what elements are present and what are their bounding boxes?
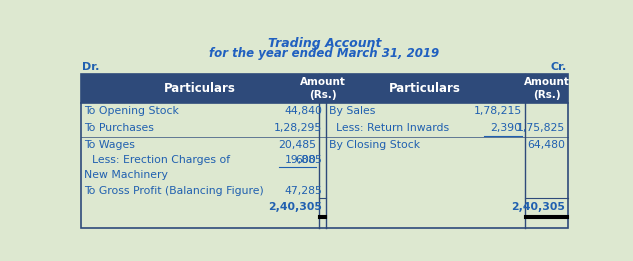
Text: By Closing Stock: By Closing Stock xyxy=(329,140,420,150)
Text: To Purchases: To Purchases xyxy=(84,123,154,133)
Text: 1,75,825: 1,75,825 xyxy=(517,123,565,133)
Bar xyxy=(80,74,568,228)
Text: Amount
(Rs.): Amount (Rs.) xyxy=(523,77,570,99)
Text: Less: Erection Charges of: Less: Erection Charges of xyxy=(92,155,230,165)
Text: Amount
(Rs.): Amount (Rs.) xyxy=(299,77,346,99)
Text: 47,285: 47,285 xyxy=(285,186,322,196)
Text: By Sales: By Sales xyxy=(329,106,375,116)
Text: 19,885: 19,885 xyxy=(285,155,322,165)
Text: 2,40,305: 2,40,305 xyxy=(268,202,322,212)
Text: To Gross Profit (Balancing Figure): To Gross Profit (Balancing Figure) xyxy=(84,186,263,196)
Text: Particulars: Particulars xyxy=(389,82,461,95)
Text: 1,78,215: 1,78,215 xyxy=(473,106,522,116)
Text: Less: Return Inwards: Less: Return Inwards xyxy=(336,123,449,133)
Text: 2,390: 2,390 xyxy=(491,123,522,133)
Bar xyxy=(80,74,568,103)
Text: Cr.: Cr. xyxy=(550,62,567,72)
Text: 64,480: 64,480 xyxy=(527,140,565,150)
Text: 44,840: 44,840 xyxy=(284,106,322,116)
Text: Dr.: Dr. xyxy=(82,62,99,72)
Text: 20,485: 20,485 xyxy=(279,140,316,150)
Text: for the year ended March 31, 2019: for the year ended March 31, 2019 xyxy=(210,47,439,60)
Text: To Opening Stock: To Opening Stock xyxy=(84,106,179,116)
Text: 600: 600 xyxy=(296,155,316,165)
Text: New Machinery: New Machinery xyxy=(84,170,168,180)
Text: Particulars: Particulars xyxy=(164,82,236,95)
Text: 2,40,305: 2,40,305 xyxy=(511,202,565,212)
Text: To Wages: To Wages xyxy=(84,140,135,150)
Text: 1,28,295: 1,28,295 xyxy=(274,123,322,133)
Text: Trading Account: Trading Account xyxy=(268,37,381,50)
